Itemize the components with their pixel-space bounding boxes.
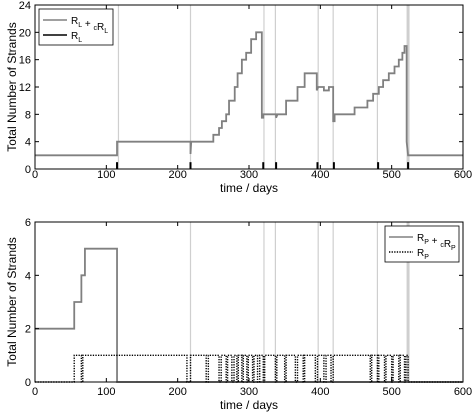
- y-tick-label: 0: [25, 164, 31, 176]
- legend-box: [384, 225, 460, 263]
- legend-text-part: P: [451, 245, 456, 252]
- legend-text-part: L: [104, 28, 108, 35]
- y-tick-label: 20: [19, 27, 31, 39]
- y-tick-label: 2: [25, 324, 31, 336]
- y-tick-label: 4: [25, 137, 31, 149]
- x-axis-label: time / days: [220, 398, 278, 412]
- y-axis-label: Total Number of Strands: [5, 22, 19, 151]
- y-tick-label: 6: [25, 217, 31, 229]
- x-tick-label: 200: [168, 169, 186, 181]
- chart-2: 0 100 200 300 400 500 600 0 2 4 6 time / days Total …: [5, 217, 472, 412]
- series-line-1: [35, 247, 463, 383]
- x-tick-label: 600: [454, 169, 472, 181]
- x-tick-label: 500: [382, 169, 400, 181]
- y-tick-label: 24: [19, 0, 31, 12]
- x-tick-label: 100: [97, 169, 115, 181]
- x-tick-label: 500: [382, 386, 400, 398]
- legend-text-part: P: [424, 254, 429, 261]
- x-tick-label: 200: [168, 386, 186, 398]
- legend-text-part: R: [97, 22, 104, 33]
- legend-text-part: L: [78, 37, 82, 44]
- x-tick-label: 100: [97, 386, 115, 398]
- legend-label-1: RP + cRP: [417, 233, 456, 252]
- legend-text-part: c: [94, 25, 98, 32]
- legend-label-1: RL + cRL: [71, 16, 108, 35]
- legend-text-part: L: [78, 22, 82, 29]
- y-axis-label: Total Number of Strands: [5, 237, 19, 366]
- legend-text-part: c: [440, 242, 444, 249]
- y-tick-label: 16: [19, 55, 31, 67]
- x-tick-label: 300: [240, 386, 258, 398]
- x-tick-label: 400: [311, 386, 329, 398]
- legend-text-part: R: [71, 31, 78, 42]
- legend-label-2: RL: [71, 31, 82, 44]
- x-tick-label: 300: [240, 169, 258, 181]
- series-line-2: [35, 354, 463, 383]
- series-line-1: [35, 31, 463, 157]
- legend-text-part: R: [417, 248, 424, 259]
- legend-text-part: +: [429, 236, 440, 247]
- y-tick-label: 8: [25, 109, 31, 121]
- x-tick-label: 400: [311, 169, 329, 181]
- legend-text-part: R: [71, 16, 78, 27]
- y-tick-label: 12: [19, 82, 31, 94]
- y-tick-label: 0: [25, 377, 31, 389]
- y-tick-label: 4: [25, 270, 31, 282]
- legend-text-part: P: [424, 239, 429, 246]
- legend-text-part: +: [82, 19, 93, 30]
- x-tick-label: 600: [454, 386, 472, 398]
- legend-text-part: R: [417, 233, 424, 244]
- legend-text-part: R: [444, 239, 451, 250]
- x-tick-label: 0: [32, 169, 38, 181]
- x-axis-label: time / days: [220, 181, 278, 195]
- chart-1: 0 100 200 300 400 500 600 0 4 8 12 16 20 24 time / day…: [5, 0, 472, 195]
- legend-label-2: RP: [417, 248, 429, 261]
- legend-box: [38, 8, 114, 46]
- x-tick-label: 0: [32, 386, 38, 398]
